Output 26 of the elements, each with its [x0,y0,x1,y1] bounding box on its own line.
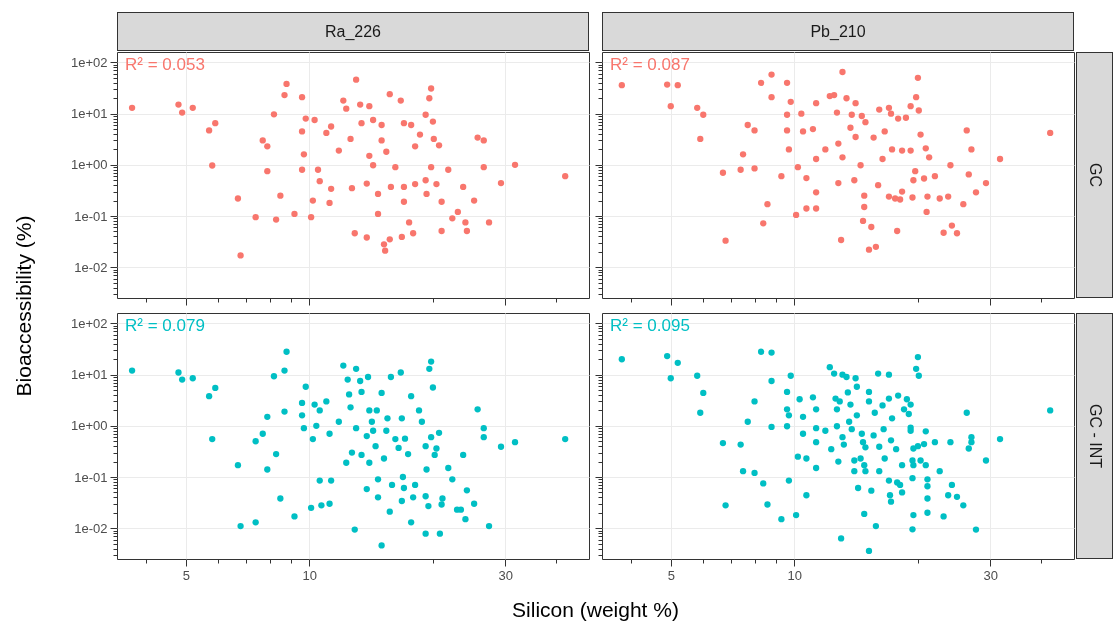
annotation: R² = 0.095 [610,316,690,335]
chart-title: Ra_226 [117,12,589,51]
y-tick-label: 1e+02 [70,315,108,331]
y-tick-label: 1e+01 [70,367,108,383]
y-tick-label: 1e-01 [74,469,108,485]
x-tick-label: 10 [302,567,318,583]
y-tick-label: 1e+02 [70,54,108,70]
x-tick-label: 10 [787,567,803,583]
x-tick-label: 5 [182,567,190,583]
annotation: R² = 0.079 [125,316,205,335]
chart-title: Pb_210 [602,12,1074,51]
x-axis-title: Silicon (weight %) [512,598,679,622]
y2-axis-title: GC - INT [1076,313,1113,559]
x-tick-label: 30 [498,567,513,583]
y-tick-label: 1e+01 [70,106,108,122]
y-tick-label: 1e+00 [70,418,108,434]
y-tick-label: 1e-01 [74,208,108,224]
y-tick-label: 1e+00 [70,157,108,173]
annotation: R² = 0.087 [610,55,690,74]
y-tick-label: 1e-02 [74,259,108,275]
y-axis-title: Bioaccessibility (%) [12,215,36,396]
x-tick-label: 5 [667,567,675,583]
annotation: R² = 0.053 [125,55,205,74]
x-tick-label: 30 [983,567,998,583]
y-tick-label: 1e-02 [74,520,108,536]
y2-axis-title: GC [1076,52,1113,298]
